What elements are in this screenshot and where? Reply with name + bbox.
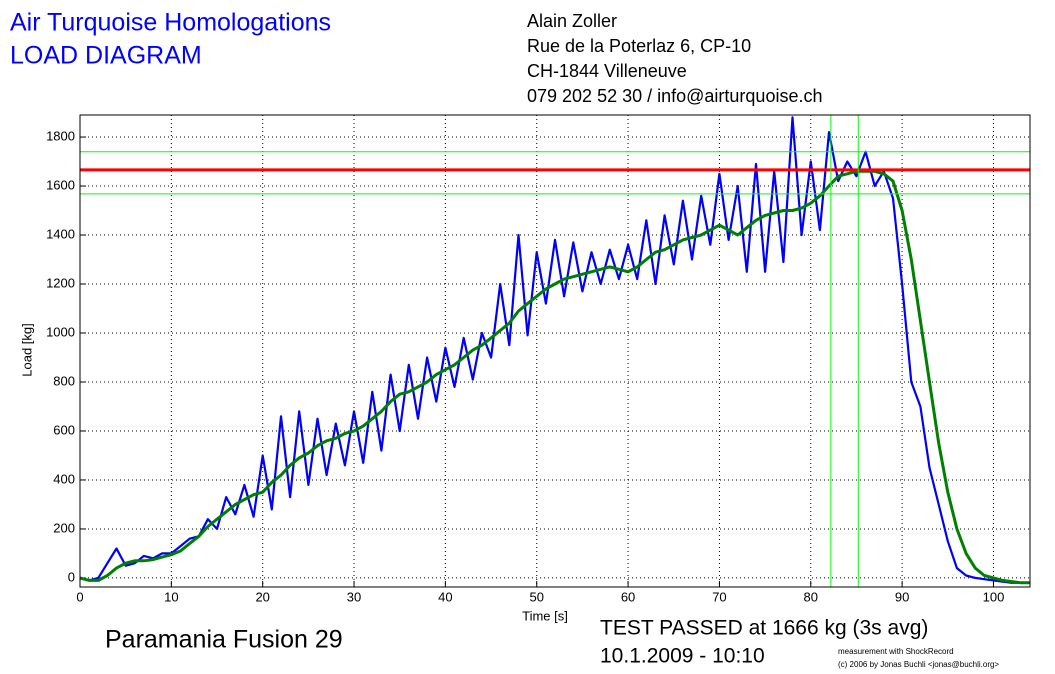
x-tick-label: 80 bbox=[804, 589, 818, 604]
y-tick-label: 400 bbox=[53, 471, 75, 486]
test-result: TEST PASSED at 1666 kg (3s avg) bbox=[600, 617, 928, 640]
x-tick-label: 40 bbox=[438, 589, 452, 604]
x-tick-label: 100 bbox=[983, 589, 1005, 604]
x-tick-label: 0 bbox=[76, 589, 83, 604]
x-tick-label: 60 bbox=[621, 589, 635, 604]
credit: measurement with ShockRecord bbox=[838, 647, 954, 656]
address-line: Rue de la Poterlaz 6, CP-10 bbox=[527, 36, 751, 56]
x-tick-label: 50 bbox=[529, 589, 543, 604]
address-line: CH-1844 Villeneuve bbox=[527, 61, 687, 81]
axes-box bbox=[79, 114, 1031, 588]
y-tick-label: 1200 bbox=[46, 275, 75, 290]
glider-name: Paramania Fusion 29 bbox=[105, 626, 343, 654]
y-tick-label: 1000 bbox=[46, 324, 75, 339]
address-line: Alain Zoller bbox=[527, 11, 617, 31]
y-tick-label: 200 bbox=[53, 520, 75, 535]
credit: (c) 2006 by Jonas Buchli <jonas@buchli.o… bbox=[838, 660, 999, 669]
y-tick-label: 1600 bbox=[46, 177, 75, 192]
y-axis-label: Load [kg] bbox=[19, 323, 34, 377]
x-tick-label: 70 bbox=[712, 589, 726, 604]
y-tick-label: 600 bbox=[53, 422, 75, 437]
plot-content bbox=[80, 115, 1030, 587]
y-tick-label: 800 bbox=[53, 373, 75, 388]
x-tick-label: 10 bbox=[164, 589, 178, 604]
x-tick-label: 30 bbox=[347, 589, 361, 604]
title: Air Turquoise Homologations bbox=[10, 9, 331, 37]
subtitle: LOAD DIAGRAM bbox=[10, 42, 202, 70]
x-axis-label: Time [s] bbox=[522, 608, 568, 623]
y-tick-label: 1800 bbox=[46, 128, 75, 143]
y-tick-label: 0 bbox=[68, 569, 75, 584]
test-date: 10.1.2009 - 10:10 bbox=[600, 645, 765, 668]
x-tick-label: 20 bbox=[255, 589, 269, 604]
x-tick-label: 90 bbox=[895, 589, 909, 604]
y-tick-label: 1400 bbox=[46, 226, 75, 241]
address-line: 079 202 52 30 / info@airturquoise.ch bbox=[527, 86, 822, 106]
